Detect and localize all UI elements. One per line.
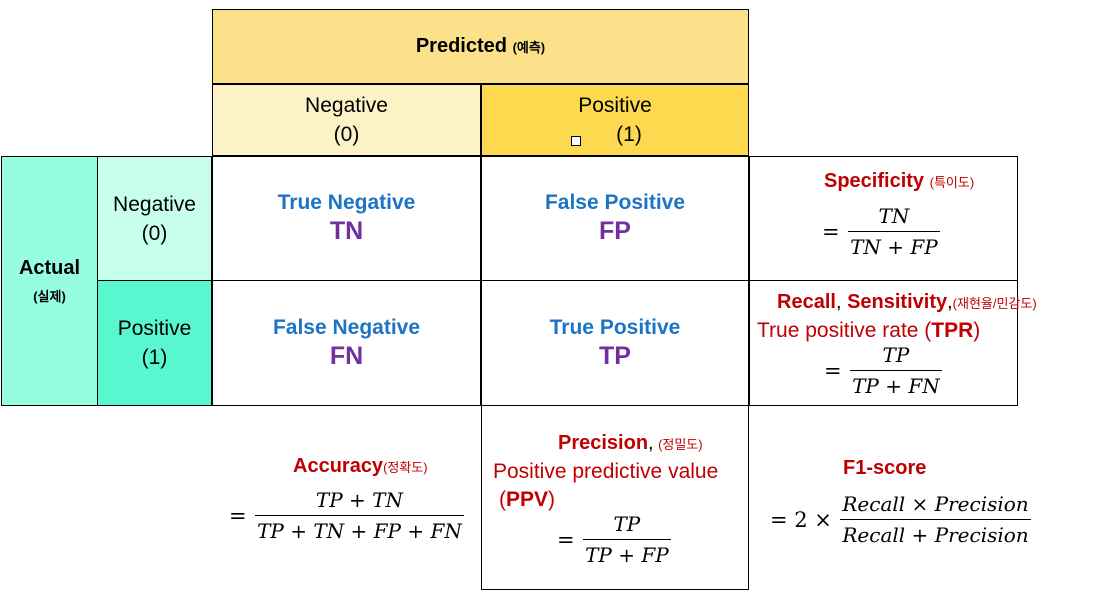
precision-title: Precision, (정밀도) [558,432,703,455]
ppv-line: Positive predictive value [493,460,719,483]
actual-positive-header: Positive (1) [97,280,212,406]
accuracy-numerator: TP + TN [315,488,403,512]
recall-title: Recall, Sensitivity,(재현율/민감도) [777,291,1037,314]
cell-name: True Negative [277,191,416,214]
actual-label: Actual [18,257,81,279]
precision-fraction: TP TP + FP [583,512,671,567]
predicted-negative-header: Negative (0) [212,84,481,156]
f1-eq: = 2 × [770,507,832,532]
cell-abbr: FP [599,217,631,245]
specificity-label: Specificity [824,170,925,192]
accuracy-eq: = [229,503,247,528]
actual-negative-header: Negative (0) [97,156,212,281]
cell-abbr: TN [329,217,364,245]
ppv-prefix: ( [499,488,506,511]
precision-box [481,405,749,590]
cell-true-positive: True Positive TP [481,280,749,406]
ppv-suffix: ) [548,488,556,511]
cell-name: True Positive [549,315,681,339]
accuracy-denominator: TP + TN + FP + FN [255,515,464,543]
actual-negative-value: (0) [141,221,168,245]
tpr-prefix: True positive rate ( [757,319,932,342]
tpr-abbr: TPR [931,319,974,342]
selection-handle[interactable] [571,136,581,146]
f1-fraction: Recall × Precision Recall + Precision [840,492,1031,547]
recall-fraction: TP TP + FN [850,343,942,398]
specificity-numerator: TN [878,204,910,228]
tpr-line: True positive rate (TPR) [757,319,980,343]
recall-numerator: TP [882,343,910,367]
cell-name: False Negative [272,315,421,339]
cell-true-negative: True Negative TN [212,156,481,281]
sensitivity-comma: , [947,291,953,313]
cell-false-positive: False Positive FP [481,156,749,281]
cell-name: False Positive [544,191,686,214]
cell-false-negative: False Negative FN [212,280,481,406]
accuracy-fraction: TP + TN TP + TN + FP + FN [255,488,464,543]
actual-positive-value: (1) [141,346,168,369]
precision-sub: (정밀도) [658,437,703,452]
ppv-abbr: PPV [506,488,549,511]
predicted-label: Predicted [415,35,507,57]
specificity-denominator: TN + FP [848,231,940,259]
actual-header: Actual (실제) [1,156,98,406]
recall-denominator: TP + FN [850,370,942,398]
precision-denominator: TP + FP [583,539,671,567]
tpr-suffix: ) [973,319,981,342]
cell-abbr: FN [329,341,364,370]
recall-comma: , [835,291,842,313]
f1-formula: = 2 × Recall × Precision Recall + Precis… [770,492,1031,547]
predicted-negative-value: (0) [333,123,360,146]
f1-numerator: Recall × Precision [842,492,1029,516]
recall-eq: = [824,358,842,383]
specificity-formula: = TN TN + FP [822,204,940,259]
ppv-abbr-line: (PPV) [499,488,555,512]
recall-box [749,280,1018,406]
actual-positive-label: Positive [117,317,192,340]
actual-sub: (실제) [33,289,66,304]
precision-numerator: TP [613,512,641,536]
specificity-eq: = [822,219,840,244]
accuracy-title: Accuracy(정확도) [293,455,428,478]
predicted-header: Predicted (예측) [212,9,749,84]
recall-sub: (재현율/민감도) [952,296,1037,311]
predicted-sub: (예측) [512,40,546,55]
accuracy-label: Accuracy [293,455,384,477]
accuracy-sub: (정확도) [383,460,428,475]
accuracy-formula: = TP + TN TP + TN + FP + FN [229,488,464,543]
precision-comma: , [648,432,654,454]
specificity-sub: (특이도) [929,175,975,190]
predicted-negative-label: Negative [305,94,388,117]
precision-label: Precision [558,432,649,454]
precision-eq: = [557,527,575,552]
recall-formula: = TP TP + FN [824,343,942,398]
specificity-title: Specificity (특이도) [824,170,974,193]
recall-label: Recall [777,291,836,313]
actual-negative-label: Negative [113,192,196,216]
f1-denominator: Recall + Precision [840,519,1031,547]
cell-abbr: TP [599,341,631,370]
predicted-title: Predicted (예측) [416,35,545,58]
precision-formula: = TP TP + FP [557,512,671,567]
predicted-positive-header: Positive (1) [481,84,749,156]
predicted-positive-label: Positive [578,94,652,117]
f1-title: F1-score [843,457,927,479]
sensitivity-label: Sensitivity [847,291,948,313]
predicted-positive-value: (1) [616,123,642,146]
specificity-fraction: TN TN + FP [848,204,940,259]
